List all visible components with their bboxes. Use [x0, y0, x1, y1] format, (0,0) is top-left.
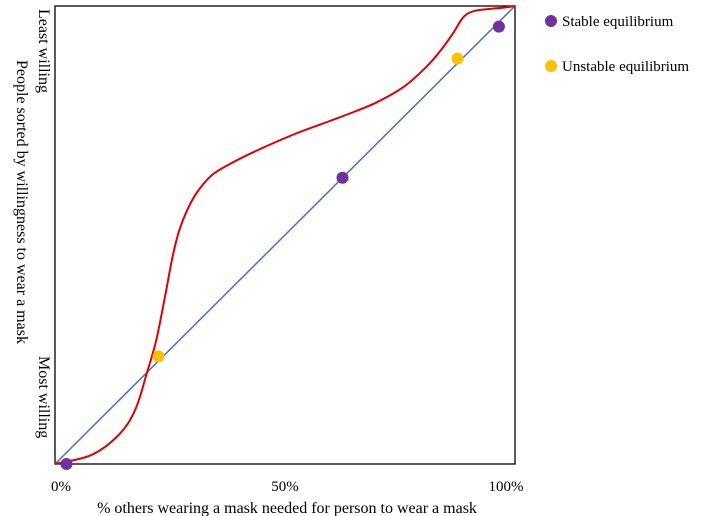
legend-marker [545, 60, 557, 72]
plot-frame [54, 5, 516, 465]
stable-equilibrium-point [492, 20, 505, 33]
unstable-equilibrium-point [451, 52, 464, 65]
diagonal-reference-line [54, 5, 516, 465]
legend: Stable equilibrium Unstable equilibrium [545, 14, 689, 75]
legend-label: Stable equilibrium [562, 14, 674, 30]
x-tick-label: 100% [489, 479, 524, 495]
stable-equilibrium-point [336, 171, 349, 184]
unstable-equilibrium-point [152, 350, 165, 363]
stable-equilibrium-point [60, 458, 73, 470]
x-tick-labels: 0% 50% 100% [51, 479, 524, 495]
y-axis-top-label: Least willing [35, 9, 52, 93]
legend-marker [545, 15, 557, 27]
x-axis-title: % others wearing a mask needed for perso… [97, 500, 477, 516]
y-axis-title: People sorted by willingness to wear a m… [13, 60, 30, 344]
y-axis-bottom-label: Most willing [35, 356, 52, 438]
plot-area [54, 5, 516, 470]
x-tick-label: 50% [271, 479, 299, 495]
x-tick-label: 0% [51, 479, 71, 495]
legend-label: Unstable equilibrium [562, 59, 689, 75]
response-curve [54, 5, 516, 465]
